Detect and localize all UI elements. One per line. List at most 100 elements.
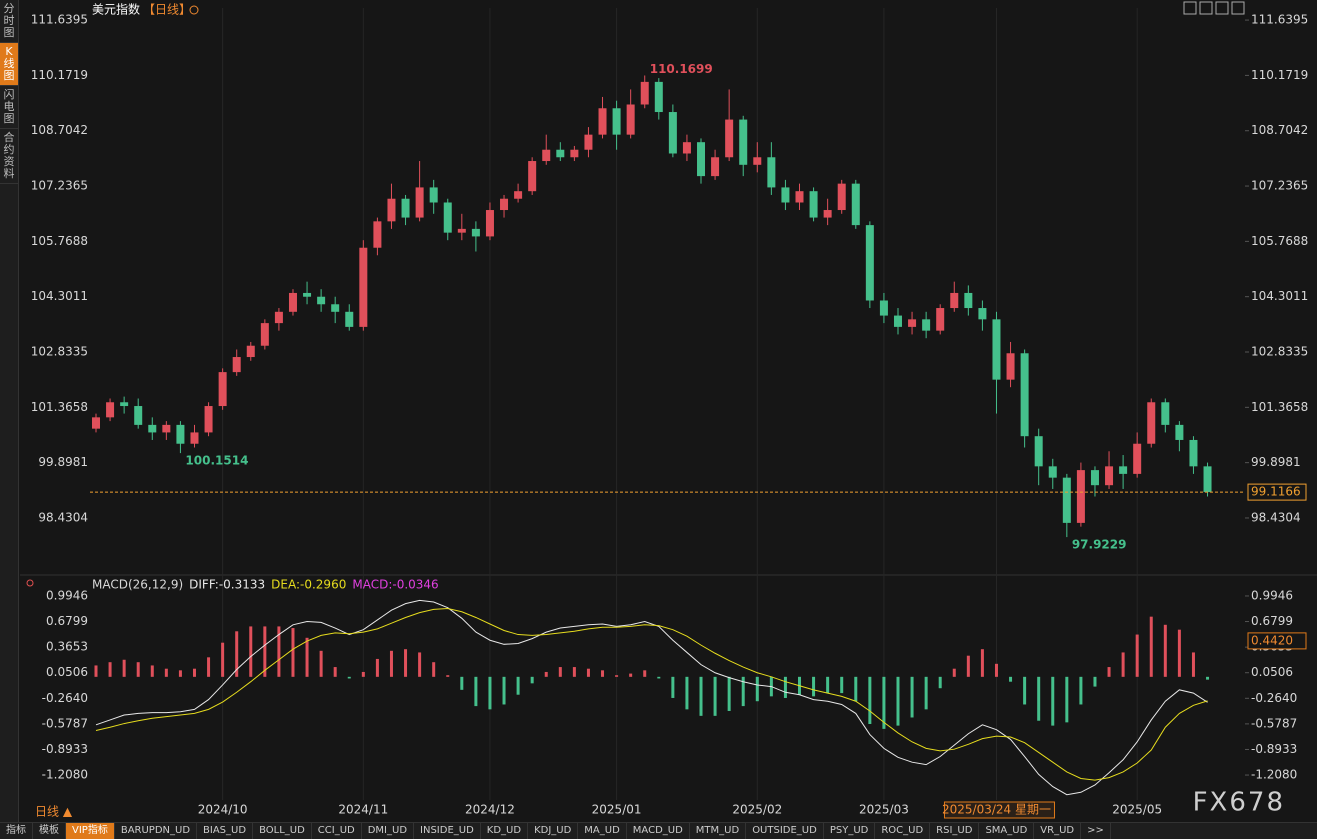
toolbar-item[interactable]: BIAS_UD	[197, 823, 254, 839]
macd-bar	[924, 676, 928, 710]
toolbar-item[interactable]: >>	[1081, 823, 1111, 839]
candle	[485, 210, 494, 237]
button[interactable]	[1199, 1, 1213, 15]
candle	[654, 81, 663, 113]
macd-bar	[1023, 676, 1027, 705]
candle	[1175, 424, 1184, 440]
button[interactable]	[1183, 1, 1197, 15]
toolbar-item[interactable]: KDJ_UD	[528, 823, 579, 839]
y-tick-label: -0.2640	[42, 691, 88, 705]
indicator-icon[interactable]	[26, 579, 34, 587]
toolbar-item[interactable]: CCI_UD	[312, 823, 362, 839]
macd-bar	[741, 676, 745, 707]
toolbar-item[interactable]: 模板	[33, 823, 66, 839]
side-tab[interactable]: 分时图	[0, 0, 18, 43]
x-tick-label: 2025/03/24 星期一	[942, 803, 1051, 817]
macd-bar	[1093, 676, 1097, 687]
toolbar-item[interactable]: MTM_UD	[690, 823, 747, 839]
toolbar-item[interactable]: INSIDE_UD	[414, 823, 481, 839]
toolbar-item[interactable]: MACD_UD	[627, 823, 690, 839]
macd-bar	[319, 650, 323, 677]
candle	[303, 292, 312, 297]
toolbar-item[interactable]: OUTSIDE_UD	[746, 823, 824, 839]
macd-bar	[235, 631, 239, 677]
toolbar-item[interactable]: DMI_UD	[362, 823, 415, 839]
y-tick-label: 101.3658	[31, 400, 88, 414]
button[interactable]	[1215, 1, 1229, 15]
candle	[697, 142, 706, 177]
legend-entry: MACD(26,12,9)	[92, 578, 183, 592]
macd-line	[95, 608, 1208, 781]
candle	[429, 187, 438, 203]
low-label: 97.9229	[1072, 538, 1127, 552]
macd-bar	[249, 626, 253, 677]
toolbar-item[interactable]: KD_UD	[481, 823, 529, 839]
macd-bar	[1107, 667, 1111, 677]
y-tick-label: 0.9946	[46, 588, 88, 602]
macd-bar	[713, 676, 717, 716]
toolbar-item[interactable]: MA_UD	[578, 823, 627, 839]
y-tick-label: 108.7042	[1251, 123, 1308, 137]
macd-bar	[966, 655, 970, 677]
macd-bar	[207, 657, 211, 677]
candle	[232, 357, 241, 373]
candle	[570, 149, 579, 158]
y-tick-label: 0.3653	[46, 640, 88, 654]
macd-bar	[1079, 676, 1083, 705]
candle	[134, 406, 143, 425]
period-label[interactable]: 日线 ▲	[35, 805, 73, 819]
side-tab[interactable]: 合约资料	[0, 129, 18, 184]
y-tick-label: 0.9946	[1251, 588, 1293, 602]
toolbar-item[interactable]: BOLL_UD	[253, 823, 312, 839]
settings-icon[interactable]	[189, 5, 199, 15]
macd-bar	[868, 676, 872, 724]
candle	[260, 323, 269, 346]
candle	[190, 432, 199, 444]
candle	[401, 198, 410, 218]
toolbar-item[interactable]: VIP指标	[66, 823, 115, 839]
macd-bar	[221, 642, 225, 677]
side-tab[interactable]: 闪电图	[0, 86, 18, 129]
macd-bar	[361, 671, 365, 677]
high-label: 110.1699	[650, 62, 713, 76]
macd-bar	[530, 676, 534, 684]
candle	[612, 108, 621, 135]
macd-bar	[136, 662, 140, 677]
candle	[120, 402, 129, 407]
toolbar-item[interactable]: BARUPDN_UD	[115, 823, 198, 839]
macd-bar	[516, 676, 520, 695]
candle	[1105, 466, 1114, 486]
toolbar-item[interactable]: ROC_UD	[875, 823, 931, 839]
side-tab[interactable]: K线图	[0, 43, 18, 86]
last-price-label: 99.1166	[1251, 485, 1301, 499]
candle	[528, 161, 537, 192]
macd-bar	[572, 667, 576, 677]
macd-bar	[938, 676, 942, 689]
macd-bar	[418, 652, 422, 677]
macd-bar	[812, 676, 816, 697]
toolbar-item[interactable]: PSY_UD	[824, 823, 876, 839]
toolbar-item[interactable]: RSI_UD	[930, 823, 980, 839]
sidebar: 分时图 K线图 闪电图 合约资料	[0, 0, 19, 822]
macd-bar	[432, 662, 436, 677]
candle	[823, 210, 832, 218]
candle	[767, 157, 776, 188]
button[interactable]	[1231, 1, 1245, 15]
macd-bar	[671, 676, 675, 698]
y-tick-label: -0.5787	[1251, 716, 1297, 730]
macd-bar	[375, 658, 379, 677]
candle	[739, 119, 748, 165]
y-tick-label: -0.2640	[1251, 691, 1297, 705]
toolbar-item[interactable]: SMA_UD	[979, 823, 1035, 839]
candle	[725, 119, 734, 158]
candle	[317, 296, 326, 305]
macd-bar	[1121, 652, 1125, 677]
macd-bar	[643, 670, 647, 677]
candle	[1133, 443, 1142, 474]
toolbar-item[interactable]: VR_UD	[1034, 823, 1082, 839]
cursor-value-label: 0.4420	[1251, 633, 1293, 647]
candle	[668, 112, 677, 154]
toolbar-item[interactable]: 指标	[0, 823, 33, 839]
macd-bar	[558, 667, 562, 677]
y-tick-label: -0.5787	[42, 716, 88, 730]
